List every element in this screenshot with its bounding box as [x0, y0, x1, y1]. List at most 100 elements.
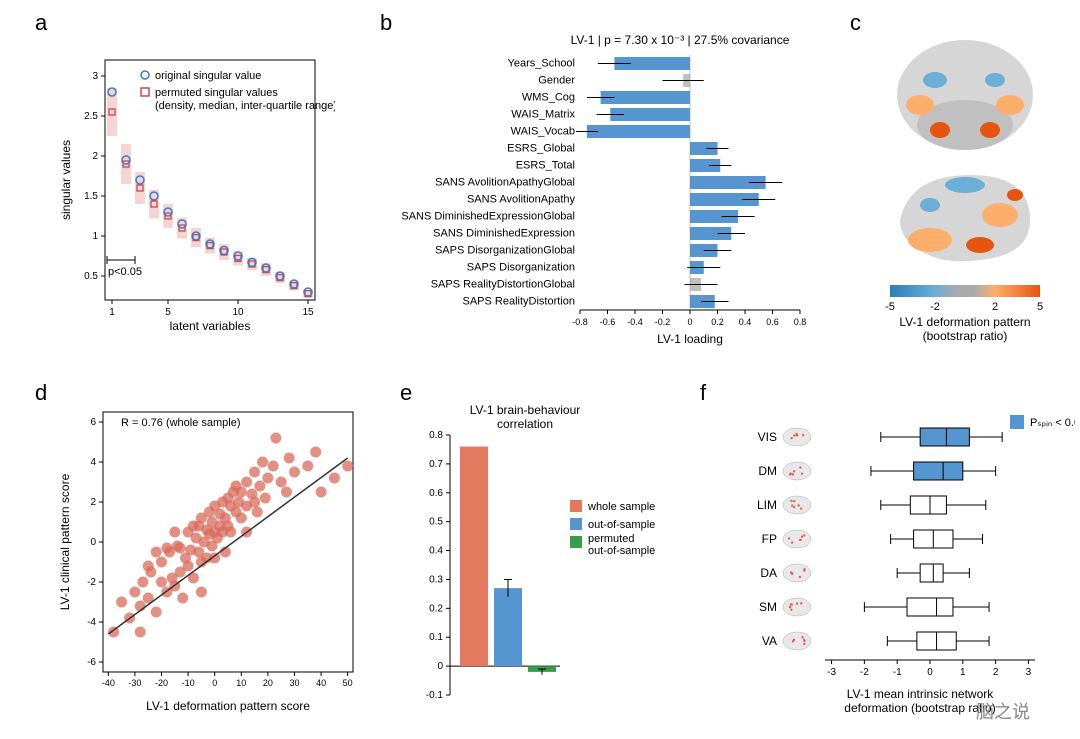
- svg-text:ESRS_Total: ESRS_Total: [516, 160, 575, 172]
- svg-text:ESRS_Global: ESRS_Global: [507, 143, 575, 155]
- svg-text:out-of-sample: out-of-sample: [588, 519, 655, 531]
- panel-b-label: b: [380, 10, 392, 36]
- svg-text:0.8: 0.8: [794, 317, 807, 327]
- panel-c-caption2: (bootstrap ratio): [923, 329, 1008, 343]
- svg-text:20: 20: [263, 678, 273, 688]
- svg-text:SANS DiminishedExpression: SANS DiminishedExpression: [433, 228, 575, 240]
- svg-text:0: 0: [212, 678, 217, 688]
- svg-text:WMS_Cog: WMS_Cog: [522, 92, 575, 104]
- svg-text:50: 50: [343, 678, 353, 688]
- svg-text:3: 3: [92, 71, 98, 82]
- svg-text:out-of-sample: out-of-sample: [588, 545, 655, 557]
- svg-text:-6: -6: [87, 657, 96, 668]
- panel-f-xlabel2: deformation (bootstrap ratio): [844, 701, 995, 715]
- svg-text:SANS DiminishedExpressionGloba: SANS DiminishedExpressionGlobal: [401, 211, 575, 223]
- svg-text:VIS: VIS: [758, 430, 777, 444]
- svg-text:-30: -30: [128, 678, 141, 688]
- panel-d-xlabel: LV-1 deformation pattern score: [146, 699, 310, 713]
- svg-text:LIM: LIM: [757, 498, 777, 512]
- svg-text:1: 1: [109, 307, 115, 318]
- svg-text:2: 2: [92, 151, 98, 162]
- watermark: 脑之说: [976, 698, 1030, 724]
- legend-perm: permuted singular values: [155, 87, 278, 99]
- panel-e: LV-1 brain-behaviour correlation -0.100.…: [415, 400, 685, 720]
- panel-f-label: f: [700, 380, 706, 406]
- svg-text:whole sample: whole sample: [587, 501, 655, 513]
- panel-e-label: e: [400, 380, 412, 406]
- svg-text:0.4: 0.4: [429, 546, 443, 557]
- svg-text:-4: -4: [87, 617, 96, 628]
- svg-text:0.3: 0.3: [429, 574, 443, 585]
- legend-perm-b: (density, median, inter-quartile range): [155, 100, 335, 112]
- svg-text:SAPS RealityDistortion: SAPS RealityDistortion: [463, 296, 576, 308]
- svg-text:-0.4: -0.4: [627, 317, 643, 327]
- brain-coronal: [897, 40, 1033, 150]
- panel-c-caption: LV-1 deformation pattern: [899, 315, 1030, 329]
- svg-text:15: 15: [302, 307, 314, 318]
- svg-text:SANS AvolitionApathy: SANS AvolitionApathy: [467, 194, 576, 206]
- panel-b: LV-1 | p = 7.30 x 10⁻³ | 27.5% covarianc…: [400, 30, 820, 350]
- panel-d-svg: R = 0.76 (whole sample) -6-4-20246 -40-3…: [55, 400, 365, 720]
- svg-text:Gender: Gender: [538, 75, 575, 87]
- svg-text:10: 10: [232, 307, 244, 318]
- panel-f-xlabel: LV-1 mean intrinsic network: [847, 687, 995, 701]
- panel-a-xlabel: latent variables: [170, 319, 251, 333]
- legend-perm-marker: [141, 88, 149, 96]
- svg-text:-20: -20: [155, 678, 168, 688]
- svg-text:-0.6: -0.6: [600, 317, 616, 327]
- svg-text:SAPS RealityDistortionGlobal: SAPS RealityDistortionGlobal: [431, 279, 575, 291]
- svg-text:DM: DM: [758, 464, 777, 478]
- svg-text:-0.1: -0.1: [426, 690, 444, 701]
- svg-text:-40: -40: [102, 678, 115, 688]
- svg-text:-0.2: -0.2: [655, 317, 671, 327]
- svg-text:-5: -5: [885, 301, 895, 313]
- svg-text:-0.8: -0.8: [572, 317, 588, 327]
- svg-text:1: 1: [960, 667, 966, 678]
- svg-text:SAPS DisorganizationGlobal: SAPS DisorganizationGlobal: [435, 245, 575, 257]
- svg-text:SM: SM: [759, 600, 777, 614]
- svg-text:permuted: permuted: [588, 533, 634, 545]
- svg-text:0.2: 0.2: [711, 317, 724, 327]
- colorbar: [890, 285, 1040, 297]
- panel-e-title1: LV-1 brain-behaviour: [470, 403, 581, 417]
- panel-a: 0.511.522.53 151015 original singular va…: [55, 30, 335, 340]
- svg-text:-3: -3: [827, 667, 836, 678]
- svg-text:0.4: 0.4: [739, 317, 752, 327]
- svg-text:DA: DA: [760, 566, 777, 580]
- svg-text:10: 10: [236, 678, 246, 688]
- panel-e-title2: correlation: [497, 417, 553, 431]
- panel-d-annot: R = 0.76 (whole sample): [121, 417, 241, 429]
- panel-f-leg-swatch: [1010, 415, 1024, 429]
- svg-text:SAPS Disorganization: SAPS Disorganization: [467, 262, 575, 274]
- svg-text:4: 4: [90, 457, 96, 468]
- svg-text:0: 0: [687, 317, 692, 327]
- panel-d: R = 0.76 (whole sample) -6-4-20246 -40-3…: [55, 400, 365, 720]
- panel-e-svg: LV-1 brain-behaviour correlation -0.100.…: [415, 400, 685, 720]
- panel-c-svg: -5-225 LV-1 deformation pattern (bootstr…: [870, 30, 1060, 350]
- svg-text:-1: -1: [893, 667, 902, 678]
- legend-orig: original singular value: [155, 70, 261, 82]
- panel-b-xlabel: LV-1 loading: [657, 332, 723, 346]
- svg-text:WAIS_Matrix: WAIS_Matrix: [511, 109, 575, 121]
- svg-text:5: 5: [1037, 301, 1043, 313]
- pval: p<0.05: [108, 266, 142, 278]
- svg-text:VA: VA: [762, 634, 777, 648]
- svg-text:6: 6: [90, 417, 96, 428]
- svg-text:0.6: 0.6: [429, 488, 443, 499]
- svg-text:0.7: 0.7: [429, 459, 443, 470]
- svg-text:0.8: 0.8: [429, 430, 443, 441]
- panel-f-legend: Pₛₚᵢₙ < 0.05: [1030, 417, 1075, 429]
- svg-text:0.5: 0.5: [429, 517, 443, 528]
- svg-text:-2: -2: [930, 301, 940, 313]
- svg-text:3: 3: [1026, 667, 1032, 678]
- panel-a-ylabel: singular values: [59, 140, 73, 220]
- svg-text:5: 5: [165, 307, 171, 318]
- panel-d-ylabel: LV-1 clinical pattern score: [58, 473, 72, 610]
- panel-d-label: d: [35, 380, 47, 406]
- svg-text:0.2: 0.2: [429, 603, 443, 614]
- panel-b-svg: LV-1 | p = 7.30 x 10⁻³ | 27.5% covarianc…: [400, 30, 820, 350]
- legend-orig-marker: [141, 71, 149, 79]
- svg-text:0: 0: [90, 537, 96, 548]
- svg-text:2: 2: [993, 667, 999, 678]
- svg-text:SANS AvolitionApathyGlobal: SANS AvolitionApathyGlobal: [435, 177, 575, 189]
